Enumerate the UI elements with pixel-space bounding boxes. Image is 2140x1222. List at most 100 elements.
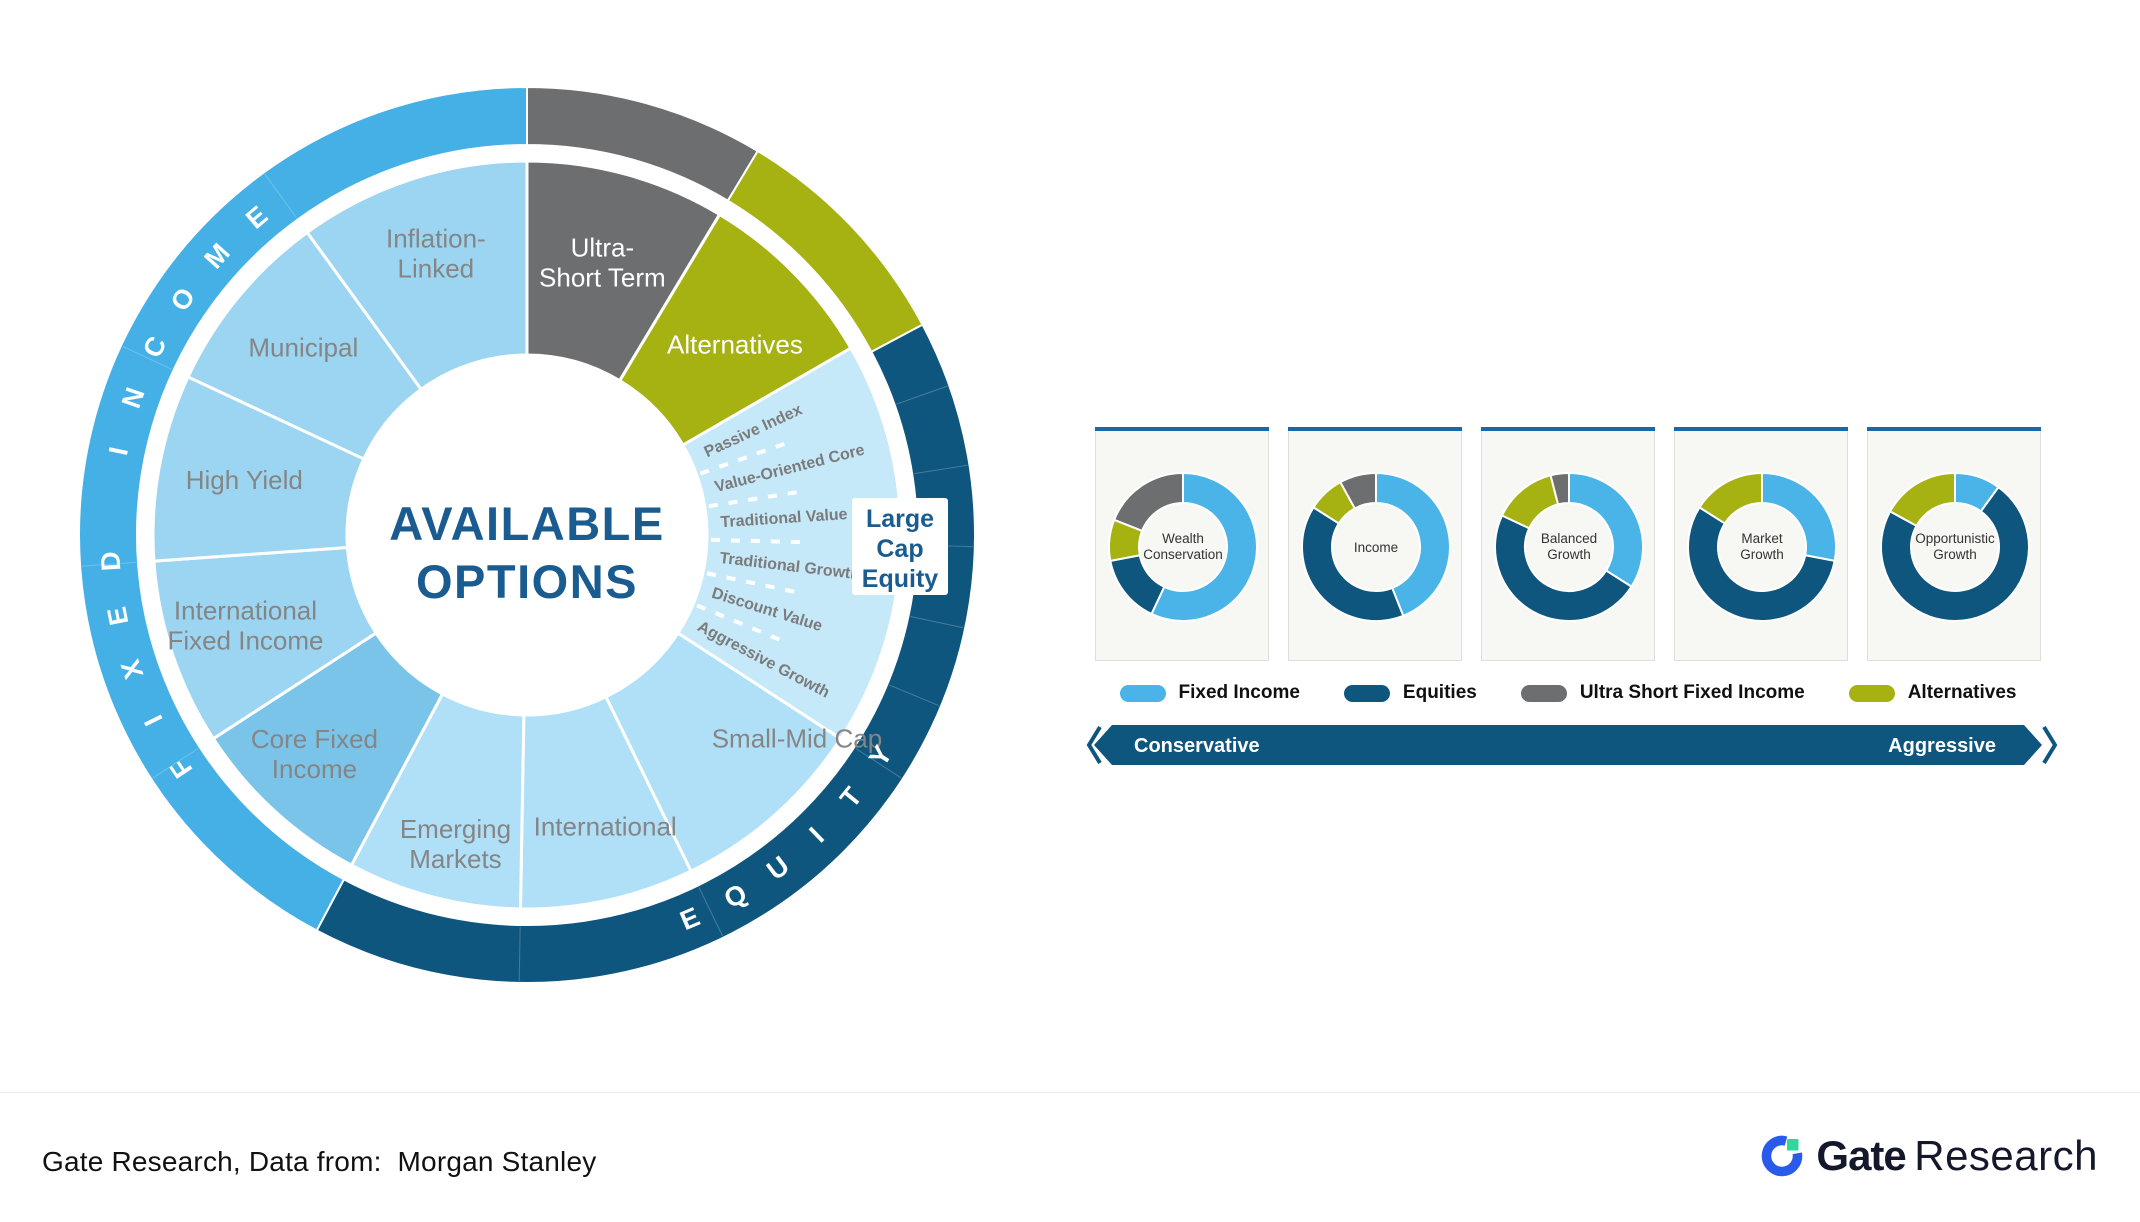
ring-letter: E	[101, 604, 134, 627]
core-fixed-income-label: Core Fixed Income	[251, 724, 378, 784]
legend-label: Alternatives	[1907, 682, 2017, 703]
ring-divider	[122, 346, 172, 370]
model-card-balanced-growth: Balanced Growth	[1481, 427, 1655, 661]
risk-label-aggressive: Aggressive	[1888, 735, 1996, 757]
wheel-center-title-line: AVAILABLE	[389, 497, 664, 550]
legend-label: Fixed Income	[1178, 682, 1300, 703]
ring-divider	[152, 748, 199, 779]
thin-slice-dashed-divider	[696, 603, 789, 645]
ring-divider	[910, 616, 964, 629]
ring-divider	[855, 748, 902, 779]
ring-divider	[914, 464, 968, 475]
outer-fixed-income	[78, 85, 528, 932]
card-top-accent-line	[1288, 427, 1462, 431]
risk-label-conservative: Conservative	[1134, 735, 1260, 757]
large-cap-style-band	[676, 346, 903, 741]
footer-divider	[0, 1092, 2140, 1093]
donut-segment-equities	[1687, 506, 1836, 622]
donut-title-line: Wealth	[1162, 531, 1204, 546]
source-attribution: Gate Research, Data from: Morgan Stanley	[42, 1146, 597, 1177]
donut-title-line: Growth	[1547, 547, 1591, 562]
card-top-accent-line	[1095, 427, 1269, 431]
allocation-legend: Fixed Income Equities Ultra Short Fixed In…	[1095, 679, 2041, 707]
donut-title-line: Conservation	[1143, 547, 1223, 562]
international-equity-label: International	[534, 812, 677, 842]
ring-divider	[698, 887, 723, 937]
risk-bar-body	[1094, 725, 2042, 765]
donut-segment-ultra_short	[1549, 472, 1570, 506]
large-cap-equity-callout-box	[852, 498, 948, 595]
card-top-accent-line	[1481, 427, 1655, 431]
legend-item-alternatives: Alternatives	[1848, 682, 2017, 704]
small-mid-cap-label: Small-Mid Cap	[712, 723, 883, 753]
thin-slice-dashed-divider	[706, 571, 804, 596]
donut-title-line: Growth	[1933, 547, 1977, 562]
model-portfolio-cards: Wealth Conservation Income Balanced Growth Ma…	[1095, 427, 2041, 665]
available-options-wheel: Ultra-Short Term Alternatives Passive Inde…	[0, 0, 1060, 1090]
inflation-linked	[305, 159, 529, 391]
donut-title-line: Market	[1741, 531, 1783, 546]
large-cap-equity-callout-text: Cap	[876, 535, 923, 563]
left-double-chevron-icon	[1086, 725, 1102, 765]
ultra-short-term-label: Ultra-Short Term	[539, 232, 666, 292]
legend-item-equities: Equities	[1343, 682, 1477, 704]
donut-chart-income: Income	[1301, 472, 1451, 622]
legend-swatch-icon	[1520, 684, 1567, 702]
gate-logo-icon	[1762, 1135, 1803, 1177]
international-fixed-income-label: International Fixed Income	[167, 595, 323, 655]
brand-name-gate: Gate	[1816, 1132, 1906, 1179]
alternatives-label: Alternatives	[667, 329, 803, 359]
ring-divider	[82, 561, 136, 567]
donut-segment-equities	[1301, 506, 1405, 622]
ring-letter: D	[95, 551, 126, 572]
legend-label: Ultra Short Fixed Income	[1579, 682, 1805, 703]
gate-research-logo: Gate Research	[1760, 1132, 2098, 1180]
model-card-opportunistic-growth: Opportunistic Growth	[1867, 427, 2041, 661]
thin-slice-dashed-divider	[699, 438, 794, 476]
municipal-label: Municipal	[248, 332, 358, 362]
donut-title-line: Growth	[1740, 547, 1784, 562]
donut-title-line: Opportunistic	[1915, 531, 1995, 546]
card-top-accent-line	[1867, 427, 2041, 431]
risk-spectrum-bar: Conservative Aggressive	[1086, 725, 2058, 765]
donut-segment-ultra_short	[1113, 472, 1184, 532]
donut-segment-ultra_short	[1339, 472, 1377, 510]
donut-title-line: Income	[1354, 540, 1398, 555]
inflation-linked-label: Inflation-Linked	[386, 223, 486, 283]
donut-segment-equities	[1494, 514, 1633, 622]
legend-swatch-icon	[1343, 684, 1390, 702]
right-double-chevron-icon	[2042, 725, 2058, 765]
large-cap-equity-callout-text: Large	[866, 505, 934, 533]
brand-name-research: Research	[1914, 1132, 2098, 1179]
model-card-market-growth: Market Growth	[1674, 427, 1848, 661]
donut-segment-alternatives	[1889, 472, 1956, 527]
donut-segment-equities	[1109, 554, 1166, 615]
ring-divider	[518, 926, 521, 981]
legend-label: Equities	[1402, 682, 1477, 703]
thin-slice-dashed-divider	[710, 537, 809, 545]
high-yield-label: High Yield	[186, 465, 303, 495]
thin-slice-dashed-divider	[708, 488, 806, 509]
legend-item-fixed-income: Fixed Income	[1119, 682, 1300, 704]
ring-divider	[888, 684, 940, 707]
donut-title-line: Balanced	[1541, 531, 1597, 546]
emerging-markets-label: Emerging Markets	[400, 814, 511, 874]
legend-swatch-icon	[1119, 684, 1166, 702]
donut-segment-fixed_income	[1375, 472, 1451, 617]
donut-segment-alternatives	[1501, 474, 1560, 530]
donut-segment-fixed_income	[1568, 472, 1644, 588]
wheel-center-title-line: OPTIONS	[416, 555, 638, 608]
ring-divider	[896, 385, 948, 405]
legend-item-ultra-short-fixed-income: Ultra Short Fixed Income	[1520, 682, 1805, 704]
ring-divider	[264, 173, 297, 219]
model-card-income: Income	[1288, 427, 1462, 661]
donut-segment-alternatives	[1698, 472, 1763, 525]
large-cap-equity-callout-text: Equity	[862, 565, 938, 593]
legend-swatch-icon	[1848, 684, 1895, 702]
